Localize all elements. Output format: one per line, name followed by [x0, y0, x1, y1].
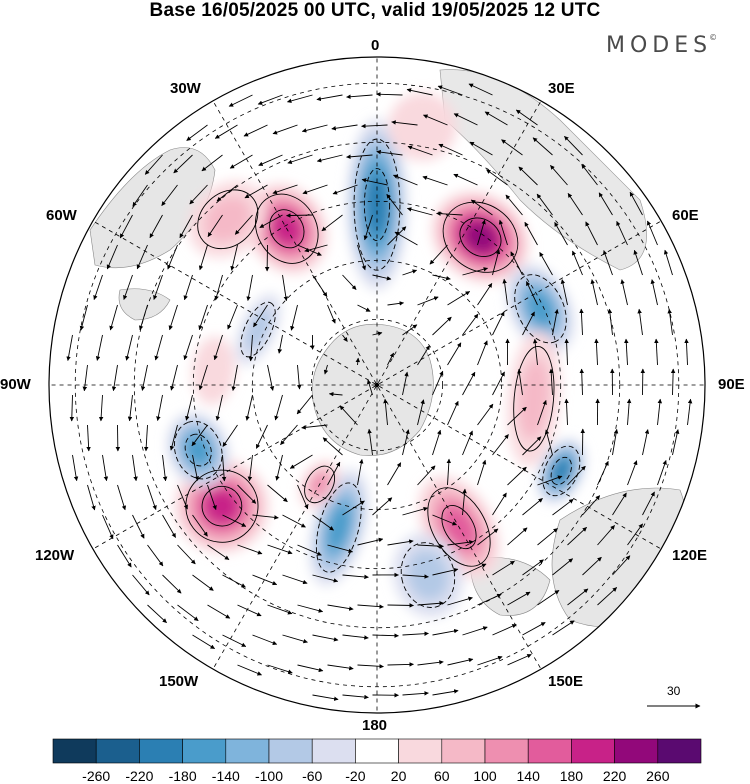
colorbar-tick-label: -140	[212, 768, 240, 784]
colorbar-tick-label: -220	[125, 768, 153, 784]
colorbar-swatch	[442, 739, 485, 763]
colorbar-tick-label: -60	[302, 768, 322, 784]
colorbar	[53, 739, 701, 763]
colorbar-swatch	[139, 739, 182, 763]
colorbar-tick-label: 180	[560, 768, 583, 784]
colorbar-swatch	[571, 739, 614, 763]
colorbar-swatch	[269, 739, 312, 763]
colorbar-tick-label: -100	[255, 768, 283, 784]
colorbar-tick-label: 260	[646, 768, 669, 784]
colorbar-tick-label: 140	[517, 768, 540, 784]
lon-label-90e: 90E	[718, 377, 745, 393]
lon-label-60w: 60W	[46, 208, 77, 224]
colorbar-swatch	[615, 739, 658, 763]
colorbar-swatch	[399, 739, 442, 763]
lon-label-30e: 30E	[548, 81, 575, 97]
colorbar-tick-label: 60	[434, 768, 450, 784]
colorbar-tick-label: 20	[391, 768, 407, 784]
lon-label-120w: 120W	[35, 548, 74, 564]
colorbar-swatch	[226, 739, 269, 763]
lon-label-30w: 30W	[170, 81, 201, 97]
colorbar-swatch	[355, 739, 398, 763]
colorbar-swatch	[53, 739, 96, 763]
pole-marker	[375, 383, 379, 387]
colorbar-swatch	[485, 739, 528, 763]
colorbar-tick-label: -20	[345, 768, 365, 784]
colorbar-tick-label: -260	[82, 768, 110, 784]
colorbar-swatch	[658, 739, 701, 763]
colorbar-swatch	[183, 739, 226, 763]
lon-label-150w: 150W	[159, 674, 198, 690]
lon-label-150e: 150E	[548, 674, 583, 690]
reference-vector-label: 30	[667, 684, 680, 698]
lon-label-60e: 60E	[672, 208, 699, 224]
lon-label-180: 180	[362, 718, 387, 734]
lon-label-90w: 90W	[0, 377, 31, 393]
lon-label-120e: 120E	[672, 548, 707, 564]
colorbar-tick-label: 220	[603, 768, 626, 784]
colorbar-swatch	[312, 739, 355, 763]
colorbar-tick-label: 100	[473, 768, 496, 784]
colorbar-tick-label: -180	[169, 768, 197, 784]
colorbar-swatch	[96, 739, 139, 763]
wind-arrow	[287, 215, 313, 216]
lon-label-0: 0	[371, 38, 379, 54]
colorbar-swatch	[528, 739, 571, 763]
